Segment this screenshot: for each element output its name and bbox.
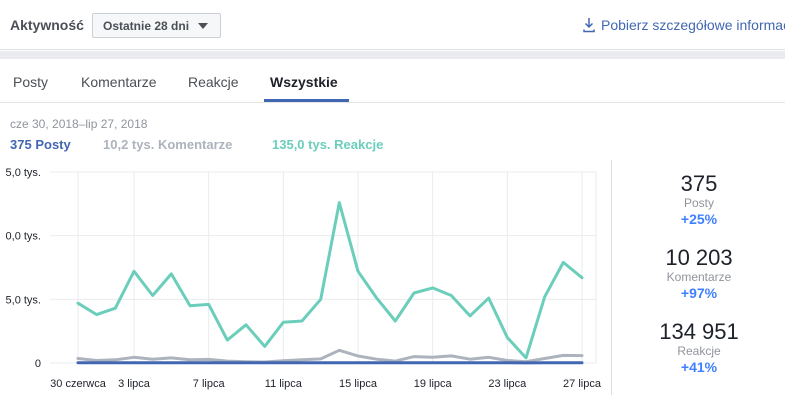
- x-tick-label: 7 lipca: [193, 378, 226, 390]
- x-tick-label: 30 czerwca: [50, 378, 107, 390]
- page-title: Aktywność: [10, 17, 84, 33]
- x-axis: 30 czerwca 3 lipca 7 lipca 11 lipca 15 lipca…: [50, 378, 602, 390]
- active-tab-indicator: [264, 99, 349, 102]
- legend-reactions-value: 135,0 tys.: [272, 137, 331, 152]
- legend-comments-label: Komentarze: [157, 137, 233, 152]
- y-tick-label: 5,0 tys.: [6, 294, 41, 306]
- tab-posts[interactable]: Posty: [13, 74, 49, 90]
- date-range-text: cze 30, 2018–lip 27, 2018: [10, 117, 148, 131]
- legend-comments-value: 10,2 tys.: [103, 137, 155, 152]
- tab-comments[interactable]: Komentarze: [81, 74, 157, 90]
- tab-bar: Posty Komentarze Reakcje Wszystkie: [0, 59, 785, 103]
- date-range-dropdown-label: Ostatnie 28 dni: [103, 18, 190, 33]
- summary-reactions-label: Reakcje: [677, 344, 721, 358]
- legend-posts-label: Posty: [35, 137, 71, 152]
- download-icon: [583, 18, 595, 33]
- x-tick-label: 27 lipca: [563, 378, 602, 390]
- summary-posts-label: Posty: [683, 196, 714, 210]
- download-details-label: Pobierz szczegółowe informac: [601, 17, 785, 33]
- caret-down-icon: [198, 22, 209, 29]
- y-tick-label: 0: [35, 358, 41, 370]
- series-line-reakcje: [76, 201, 584, 360]
- summary-panel: 375 Posty +25% 10 203 Komentarze +97% 13…: [611, 160, 785, 395]
- x-tick-label: 19 lipca: [414, 378, 453, 390]
- y-axis: 0 5,0 tys. 0,0 tys. 5,0 tys.: [6, 167, 41, 370]
- summary-posts: 375 Posty +25%: [612, 172, 785, 228]
- summary-posts-value: 375: [680, 171, 718, 196]
- summary-reactions-value: 134 951: [659, 319, 739, 344]
- legend-reactions[interactable]: 135,0 tys. Reakcje: [272, 137, 383, 152]
- x-tick-label: 23 lipca: [488, 378, 527, 390]
- legend-reactions-label: Reakcje: [334, 137, 384, 152]
- section-divider: [0, 51, 785, 59]
- summary-reactions-change: +41%: [680, 359, 718, 375]
- chart-series: [76, 201, 584, 365]
- tab-reactions[interactable]: Reakcje: [188, 74, 239, 90]
- summary-reactions: 134 951 Reakcje +41%: [612, 320, 785, 376]
- x-tick-label: 3 lipca: [118, 378, 151, 390]
- x-tick-label: 15 lipca: [339, 378, 378, 390]
- summary-comments-change: +97%: [680, 285, 718, 301]
- y-tick-label: 5,0 tys.: [6, 167, 41, 179]
- series-line-komentarze: [76, 348, 584, 364]
- y-tick-label: 0,0 tys.: [6, 231, 41, 243]
- activity-line-chart: 0 5,0 tys. 0,0 tys. 5,0 tys. 30 czerwca 3 li…: [6, 167, 602, 390]
- chart-grid: [50, 171, 597, 364]
- summary-comments-value: 10 203: [665, 245, 733, 270]
- summary-comments-label: Komentarze: [666, 270, 732, 284]
- date-range-dropdown[interactable]: Ostatnie 28 dni: [92, 13, 221, 38]
- summary-posts-change: +25%: [680, 211, 718, 227]
- summary-comments: 10 203 Komentarze +97%: [612, 246, 785, 302]
- legend-comments[interactable]: 10,2 tys. Komentarze: [103, 137, 232, 152]
- legend-posts-value: 375: [10, 137, 32, 152]
- legend-posts[interactable]: 375 Posty: [10, 137, 71, 152]
- page-header: Aktywność Ostatnie 28 dni Pobierz szczeg…: [0, 0, 785, 50]
- tab-all[interactable]: Wszystkie: [270, 74, 338, 90]
- x-tick-label: 11 lipca: [265, 378, 303, 390]
- download-details-link[interactable]: Pobierz szczegółowe informac: [582, 17, 785, 33]
